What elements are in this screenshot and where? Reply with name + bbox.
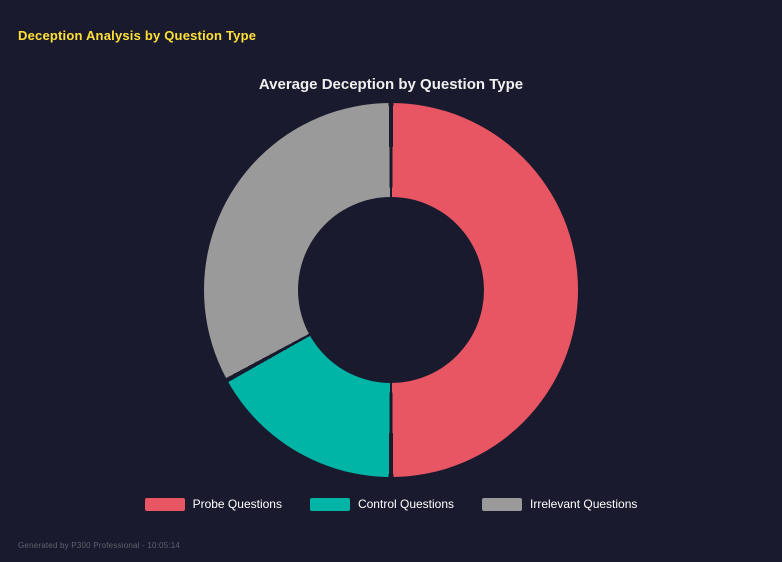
donut-hole xyxy=(298,197,484,383)
footer-text: Generated by P300 Professional - 10:05:1… xyxy=(18,541,181,550)
page-title: Deception Analysis by Question Type xyxy=(18,28,257,43)
legend-swatch-control-questions xyxy=(309,497,350,511)
chart-title: Average Deception by Question Type xyxy=(258,76,524,93)
legend-swatch-irrelevant-questions xyxy=(482,497,523,511)
donut-chart xyxy=(204,103,578,477)
legend-item-irrelevant-questions[interactable]: Irrelevant Questions xyxy=(482,497,637,511)
legend-item-probe-questions[interactable]: Probe Questions xyxy=(144,497,282,511)
legend-label-control-questions: Control Questions xyxy=(357,497,455,511)
chart-legend: Probe Questions Control Questions Irrele… xyxy=(0,497,782,511)
legend-label-irrelevant-questions: Irrelevant Questions xyxy=(530,497,638,511)
legend-swatch-probe-questions xyxy=(144,497,185,511)
legend-item-control-questions[interactable]: Control Questions xyxy=(309,497,455,511)
donut-chart-area xyxy=(204,103,578,477)
legend-label-probe-questions: Probe Questions xyxy=(192,497,282,511)
